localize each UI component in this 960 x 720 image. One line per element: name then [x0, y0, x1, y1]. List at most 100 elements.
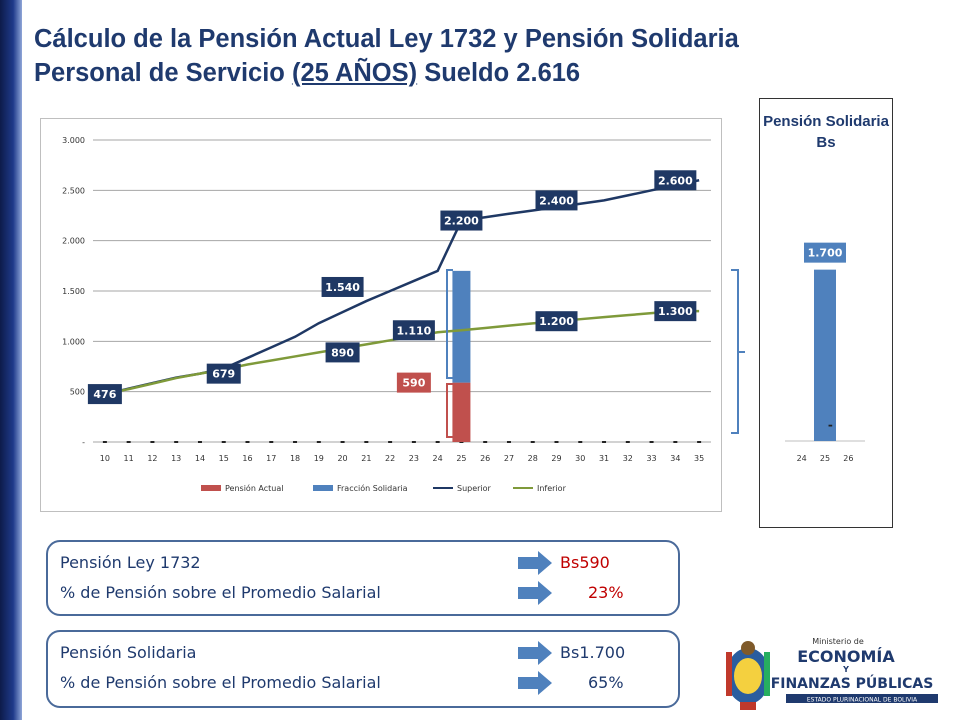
- data-label-box: [535, 311, 578, 332]
- y-tick-label: 500: [70, 388, 85, 397]
- info-label-pension-ley: Pensión Ley 1732: [60, 553, 201, 572]
- bar-fracción-solidaria: [452, 270, 471, 383]
- bracket-right: [731, 269, 745, 434]
- x-tick-label: 29: [551, 454, 561, 463]
- title-line-2-salary: Sueldo 2.616: [417, 59, 581, 87]
- data-label-box: [654, 170, 697, 191]
- arrow-right-icon: [518, 551, 552, 575]
- info-label-pension-solidaria: Pensión Solidaria: [60, 643, 197, 662]
- title-line-2: Personal de Servicio (25 AÑOS) Sueldo 2.…: [34, 56, 934, 90]
- x-tick-label: 25: [456, 454, 466, 463]
- logo-economia-text: ECONOMÍA: [797, 647, 895, 666]
- x-tick-label: 25: [820, 454, 830, 463]
- legend-label: Fracción Solidaria: [337, 483, 408, 493]
- logo-ministry-text: Ministerio de: [812, 637, 864, 646]
- y-tick-label: 1.000: [62, 337, 85, 346]
- x-tick-label: 24: [433, 454, 443, 463]
- x-tick-label: 26: [843, 454, 853, 463]
- page-title: Cálculo de la Pensión Actual Ley 1732 y …: [34, 22, 934, 90]
- data-label-box: [535, 190, 578, 211]
- data-label: 2.200: [444, 215, 479, 228]
- zero-marker: [221, 441, 226, 443]
- x-tick-label: 34: [670, 454, 680, 463]
- x-tick-label: 31: [599, 454, 609, 463]
- zero-marker: [269, 441, 274, 443]
- data-label-box: [804, 242, 846, 263]
- zero-marker: [649, 441, 654, 443]
- arrow-right-icon: [518, 671, 552, 695]
- zero-marker: [150, 441, 155, 443]
- legend-label: Superior: [457, 484, 492, 493]
- zero-marker: [411, 441, 416, 443]
- data-label-box: [654, 301, 697, 322]
- data-label: 679: [212, 368, 235, 381]
- zero-marker: [625, 441, 630, 443]
- zero-marker: [483, 441, 488, 443]
- x-tick-label: 20: [337, 454, 347, 463]
- zero-marker: [245, 441, 250, 443]
- zero-marker: [102, 441, 107, 443]
- side-chart-title: Pensión Solidaria Bs: [763, 113, 889, 151]
- zero-marker: [506, 441, 511, 443]
- x-tick-label: 35: [694, 454, 704, 463]
- y-tick-label: 3.000: [62, 136, 85, 145]
- x-tick-label: 12: [147, 454, 157, 463]
- zero-marker: [578, 441, 583, 443]
- x-tick-label: 28: [528, 454, 538, 463]
- x-tick-label: 24: [797, 454, 807, 463]
- y-tick-label: 1.500: [62, 287, 85, 296]
- data-label-box: [440, 210, 483, 231]
- legend-swatch: [201, 485, 221, 491]
- info-value-pension-solidaria: Bs1.700: [560, 643, 626, 662]
- zero-marker: [530, 441, 535, 443]
- zero-marker: [293, 441, 298, 443]
- data-label-box: [206, 363, 241, 384]
- zero-marker: [435, 441, 440, 443]
- y-tick-label: 2.500: [62, 186, 85, 195]
- x-tick-label: 16: [242, 454, 252, 463]
- data-label: 1.540: [325, 281, 360, 294]
- info-value-percentage-2: 65%: [588, 673, 624, 692]
- y-tick-label: -: [82, 438, 85, 447]
- zero-marker: [316, 441, 321, 443]
- arrow-right-icon: [518, 641, 552, 665]
- data-label: 1.700: [808, 247, 843, 260]
- bar-pension-solidaria: [814, 269, 836, 441]
- x-tick-label: 27: [504, 454, 514, 463]
- legend-swatch: [313, 485, 333, 491]
- main-chart-frame: - 500 1.000 1.500 2.000 2.500 3.000 10 11 12 13 14 1…: [40, 118, 722, 512]
- legend-label: Inferior: [537, 484, 567, 493]
- data-label: 1.110: [396, 324, 431, 337]
- data-label: 890: [331, 346, 354, 359]
- info-label-percentage-2: % de Pensión sobre el Promedio Salarial: [60, 673, 381, 692]
- data-label: 2.600: [658, 174, 693, 187]
- zero-marker: [197, 441, 202, 443]
- zero-marker: [602, 441, 607, 443]
- bar-pensión-actual: [452, 382, 471, 442]
- data-label-box: [325, 342, 360, 363]
- data-label-box: [392, 320, 435, 341]
- title-line-1: Cálculo de la Pensión Actual Ley 1732 y …: [34, 25, 739, 53]
- x-tick-label: 10: [100, 454, 110, 463]
- x-tick-label: 15: [219, 454, 229, 463]
- title-line-2-years: (25 AÑOS): [291, 59, 418, 87]
- zero-marker: [340, 441, 345, 443]
- data-label: -: [828, 418, 833, 432]
- zero-marker: [126, 441, 131, 443]
- data-label-box: [87, 384, 122, 405]
- x-tick-label: 18: [290, 454, 300, 463]
- logo-tagline-bar: [786, 694, 938, 703]
- zero-marker: [554, 441, 559, 443]
- zero-marker: [364, 441, 369, 443]
- x-tick-label: 23: [409, 454, 419, 463]
- x-tick-label: 11: [124, 454, 134, 463]
- x-tick-label: 32: [623, 454, 633, 463]
- left-accent-bar: [0, 0, 22, 720]
- ministry-logo: Ministerio de ECONOMÍA Y FINANZAS PÚBLIC…: [726, 637, 938, 710]
- data-label-box: [321, 276, 364, 297]
- info-label-percentage-1: % de Pensión sobre el Promedio Salarial: [60, 583, 381, 602]
- data-label: 590: [402, 377, 425, 390]
- x-tick-label: 26: [480, 454, 490, 463]
- x-tick-label: 30: [575, 454, 585, 463]
